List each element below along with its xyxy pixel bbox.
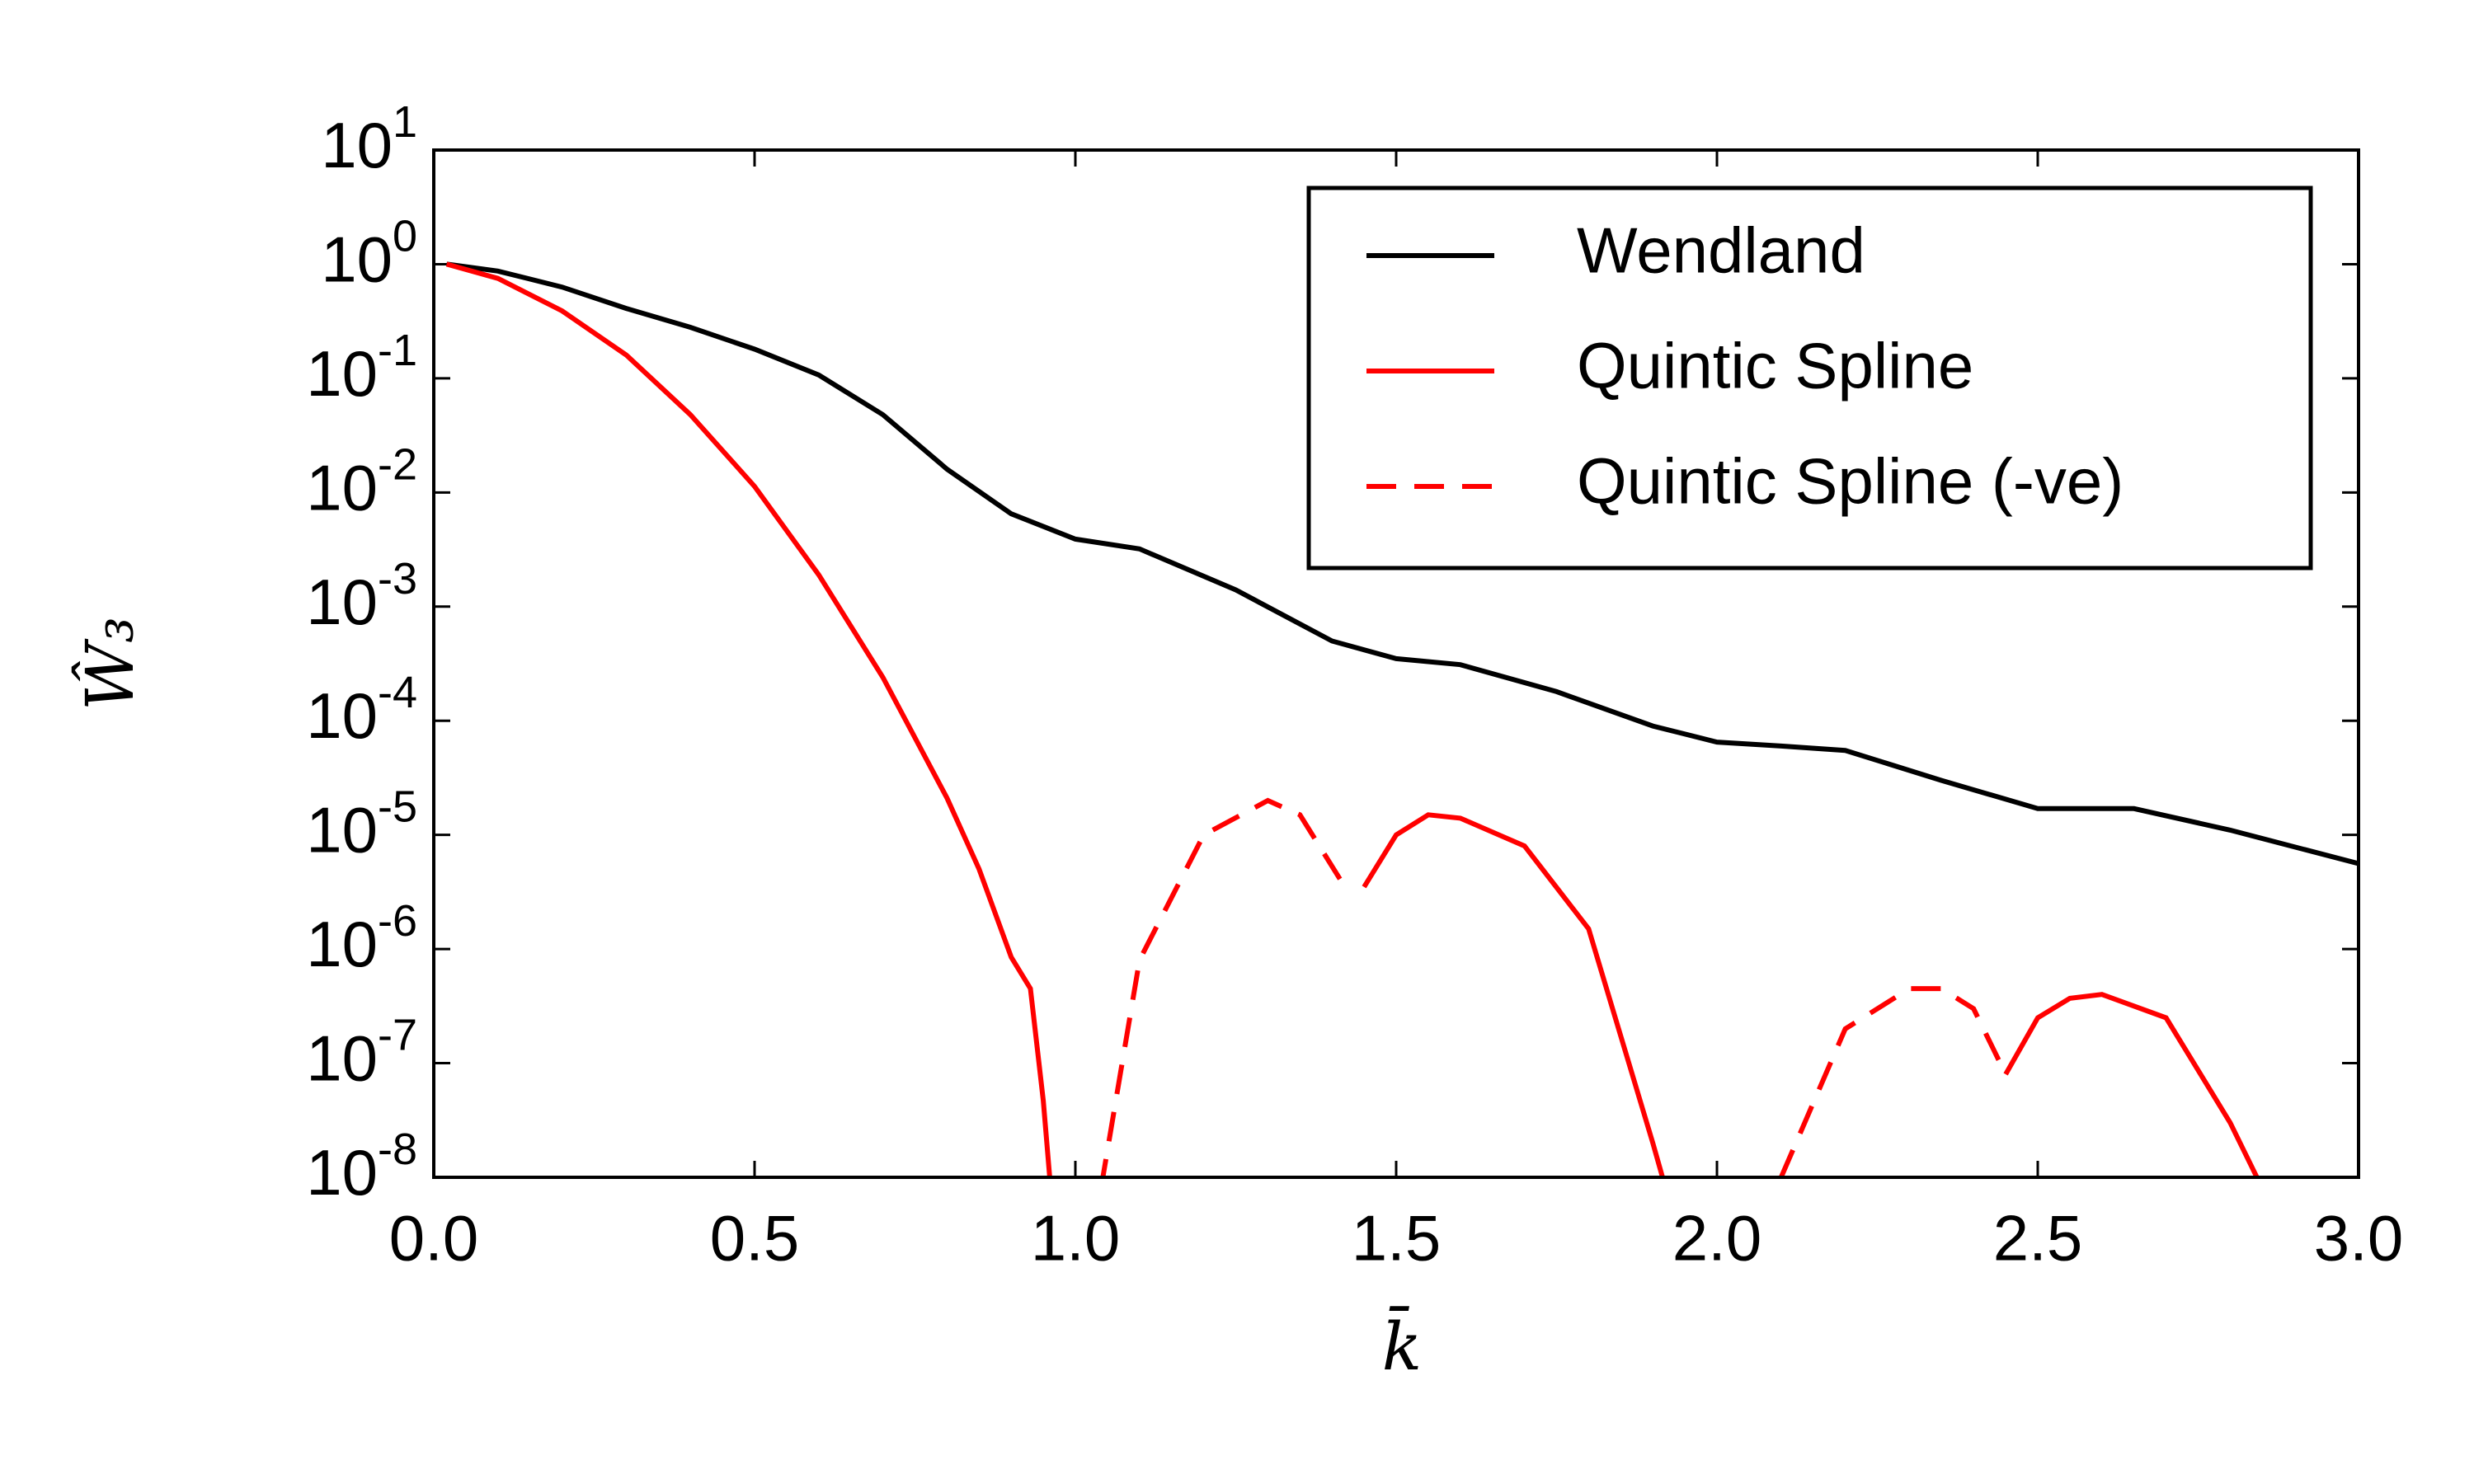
x-tick-label: 0.5 — [710, 1202, 799, 1275]
y-tick-label: 10-2 — [306, 440, 417, 524]
legend-label: Quintic Spline — [1577, 330, 1973, 402]
plot-frame — [432, 148, 2360, 1179]
plot-area — [445, 261, 2359, 1177]
legend-label: Wendland — [1577, 214, 1865, 287]
series-line — [446, 261, 2359, 866]
y-tick-label: 100 — [321, 212, 417, 295]
y-tick-label: 10-4 — [306, 668, 417, 751]
x-tick-label: 3.0 — [2314, 1202, 2403, 1275]
x-tick-label: 2.5 — [1993, 1202, 2082, 1275]
y-tick-label: 101 — [321, 97, 417, 181]
series-line — [1100, 797, 2008, 1177]
y-tick-label: 10-3 — [306, 554, 417, 637]
y-tick-label: 10-5 — [306, 782, 417, 866]
x-axis-label: k̄ — [1382, 1306, 1422, 1385]
y-tick-label: 10-6 — [306, 896, 417, 979]
x-tick-label: 1.5 — [1352, 1202, 1441, 1275]
y-axis-label: Ŵ₃ — [70, 617, 148, 711]
y-tick-label: 10-8 — [306, 1125, 417, 1208]
y-tick-label: 10-1 — [306, 326, 417, 409]
x-tick-label: 1.0 — [1031, 1202, 1120, 1275]
x-tick-label: 0.0 — [389, 1202, 478, 1275]
x-tick-label: 2.0 — [1672, 1202, 1761, 1275]
series-line — [445, 261, 2260, 1177]
legend-box — [1306, 186, 2313, 571]
legend-label: Quintic Spline (-ve) — [1577, 445, 2124, 518]
y-tick-label: 10-7 — [306, 1011, 417, 1094]
